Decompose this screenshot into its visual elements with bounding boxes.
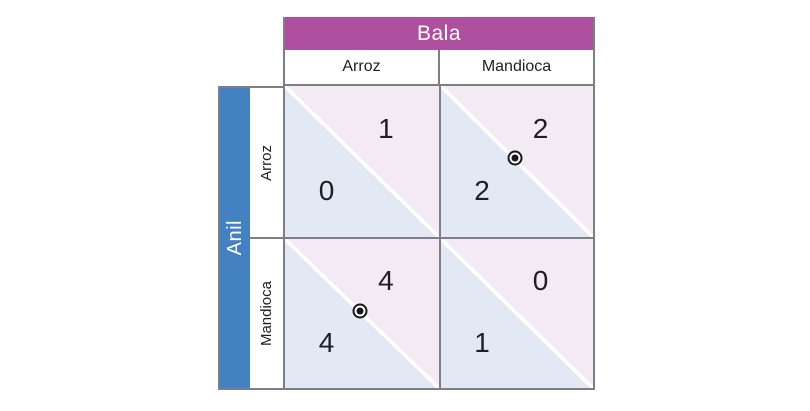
equilibrium-dot-icon: [352, 303, 368, 319]
equilibrium-dot-center: [511, 154, 519, 162]
anil-payoff-value: 1: [474, 326, 490, 358]
bala-payoff-value: 2: [532, 113, 549, 145]
column-strategy-labels: Arroz Mandioca: [285, 50, 593, 86]
bala-payoff-value: 1: [378, 113, 394, 145]
row-player-name: Anil: [223, 220, 246, 256]
row-label-arroz-text: Arroz: [258, 144, 275, 181]
column-player-name: Bala: [416, 21, 462, 45]
row-player-block: Anil Arroz Mandioca: [218, 86, 283, 390]
equilibrium-dot-icon: [507, 150, 523, 166]
column-player-header: Bala: [285, 17, 593, 50]
row-label-mandioca: Mandioca: [250, 237, 283, 388]
anil-payoff-value: 4: [318, 326, 335, 358]
payoff-cell-arroz-arroz: 1 0: [285, 86, 439, 237]
anil-payoff-value: 0: [318, 174, 335, 206]
row-label-arroz: Arroz: [250, 88, 283, 237]
payoff-cell-arroz-mandioca: 2 2: [439, 86, 593, 237]
row-strategy-labels: Arroz Mandioca: [250, 88, 283, 388]
row-player-bar: Anil: [220, 88, 250, 388]
payoff-cell-mandioca-arroz: 4 4: [285, 237, 439, 388]
row-label-mandioca-text: Mandioca: [258, 280, 275, 347]
payoff-grid: 1 0 2 2 4 4 0 1: [285, 86, 593, 388]
anil-payoff-value: 2: [474, 174, 490, 206]
bala-payoff-value: 4: [378, 265, 394, 297]
equilibrium-dot-center: [356, 307, 364, 315]
col-label-arroz: Arroz: [342, 58, 381, 75]
payoff-matrix: Bala Arroz Mandioca 1 0 2 2 4 4: [283, 17, 595, 390]
col-label-mandioca: Mandioca: [438, 50, 593, 84]
bala-payoff-value: 0: [532, 265, 549, 297]
payoff-cell-mandioca-mandioca: 0 1: [439, 237, 593, 388]
